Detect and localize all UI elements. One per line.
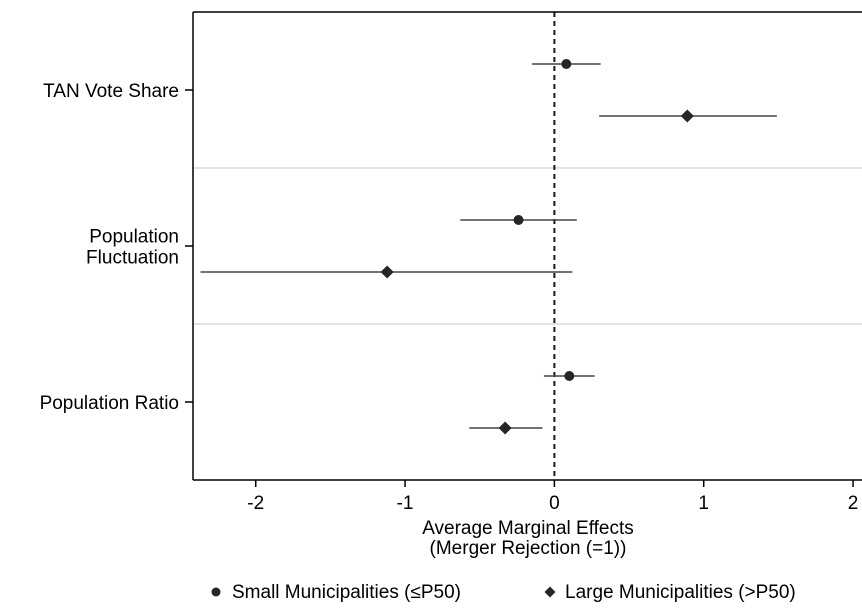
category-label: Fluctuation: [86, 248, 179, 269]
x-tick-label: -1: [397, 493, 414, 514]
category-label: Population Ratio: [40, 393, 179, 414]
point-estimate-diamond: [498, 421, 512, 435]
x-tick-label: -2: [247, 493, 264, 514]
plot-area: [193, 12, 862, 480]
x-tick-label: 1: [698, 493, 709, 514]
x-axis-title: (Merger Rejection (=1)): [430, 538, 627, 559]
legend-label: Small Municipalities (≤P50): [232, 582, 461, 603]
category-label: Population: [89, 227, 179, 248]
point-estimate-circle: [564, 371, 575, 381]
legend: Small Municipalities (≤P50) Large Municip…: [211, 582, 796, 603]
axes: -2 -1 0 1 2 Average Marginal Effects(Merger R…: [40, 11, 862, 559]
legend-label: Large Municipalities (>P50): [565, 582, 796, 603]
legend-marker-diamond: [544, 586, 556, 598]
category-label: TAN Vote Share: [43, 81, 179, 102]
point-estimate-circle: [513, 215, 524, 225]
x-axis-title: Average Marginal Effects: [422, 518, 634, 539]
point-estimate-diamond: [680, 109, 694, 123]
x-tick-label: 2: [848, 493, 859, 514]
point-estimate-circle: [561, 59, 572, 69]
point-estimate-diamond: [380, 265, 394, 279]
x-tick-label: 0: [549, 493, 560, 514]
legend-marker-circle: [211, 587, 221, 597]
